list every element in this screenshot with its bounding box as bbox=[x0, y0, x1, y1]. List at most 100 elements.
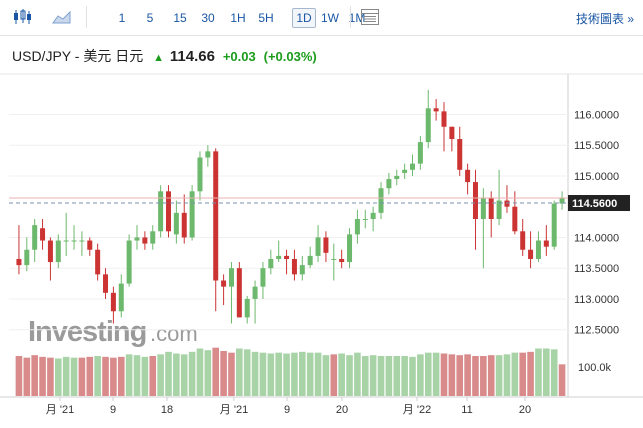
candle-body bbox=[158, 191, 164, 232]
candle-body bbox=[142, 237, 148, 244]
volume-bar bbox=[267, 353, 275, 396]
candle-body bbox=[291, 258, 297, 275]
timeframe-button-30[interactable]: 30 bbox=[201, 11, 215, 25]
volume-bar bbox=[157, 354, 164, 396]
candle-body bbox=[181, 212, 187, 238]
candle-body bbox=[425, 108, 431, 143]
volume-bar bbox=[393, 356, 401, 396]
volume-bar bbox=[165, 351, 172, 396]
candle-body bbox=[244, 298, 250, 318]
time-axis-tick: 9 bbox=[284, 404, 290, 416]
candle-body bbox=[95, 249, 101, 275]
volume-bar bbox=[550, 349, 558, 396]
volume-bar bbox=[62, 356, 70, 396]
volume-bar bbox=[338, 353, 345, 396]
volume-bar bbox=[511, 352, 519, 396]
volume-bar bbox=[102, 356, 109, 396]
candle-body bbox=[103, 274, 109, 293]
volume-bar bbox=[401, 356, 408, 396]
chart-toolbar: 1 5 15 30 1H 5H 1D 1W 1M 技術圖表 » bbox=[0, 0, 643, 36]
candle-body bbox=[32, 225, 38, 250]
candle-body bbox=[150, 231, 156, 244]
time-axis-tick: 月 '21 bbox=[220, 404, 248, 416]
candle-body bbox=[402, 169, 408, 173]
volume-bar bbox=[251, 351, 259, 396]
volume-bar bbox=[440, 353, 448, 396]
candle-body bbox=[315, 237, 321, 256]
volume-bar bbox=[535, 348, 542, 396]
volume-bar bbox=[346, 355, 353, 396]
candle-body bbox=[299, 265, 305, 275]
candle-body bbox=[378, 188, 384, 213]
time-axis-tick: 月 '22 bbox=[403, 404, 431, 416]
candle-body bbox=[441, 111, 447, 127]
candle-body bbox=[252, 286, 258, 299]
candle-body bbox=[480, 197, 486, 219]
price-axis-tick: 112.5000 bbox=[574, 325, 619, 337]
price-axis-tick: 116.0000 bbox=[574, 109, 619, 121]
timeframe-button-15[interactable]: 15 bbox=[173, 11, 187, 25]
volume-bar bbox=[196, 348, 204, 396]
candle-body bbox=[55, 240, 61, 263]
volume-bar bbox=[354, 352, 361, 396]
volume-bar bbox=[110, 357, 117, 396]
time-axis-tick: 9 bbox=[110, 404, 116, 416]
time-axis-tick: 月 '21 bbox=[46, 404, 74, 416]
timeframe-button-5h[interactable]: 5H bbox=[258, 11, 274, 25]
volume-bar bbox=[275, 352, 282, 396]
candle-body bbox=[228, 268, 234, 287]
time-axis-tick: 20 bbox=[336, 404, 348, 416]
volume-bar bbox=[291, 352, 298, 396]
candle-body bbox=[457, 139, 463, 170]
candle-body bbox=[47, 240, 53, 263]
time-axis-tick: 18 bbox=[161, 404, 173, 416]
volume-bar bbox=[31, 355, 38, 396]
volume-bar bbox=[299, 351, 306, 396]
volume-bar bbox=[78, 357, 86, 396]
candle-body bbox=[118, 283, 124, 312]
candle-body bbox=[189, 191, 195, 238]
volume-bar bbox=[236, 348, 243, 396]
volume-bar bbox=[480, 356, 487, 396]
timeframe-button-1w[interactable]: 1W bbox=[321, 11, 339, 25]
candle-body bbox=[394, 175, 400, 180]
volume-bar bbox=[117, 356, 125, 396]
candle-body bbox=[71, 240, 77, 242]
candle-body bbox=[16, 258, 22, 266]
volume-bar bbox=[283, 353, 290, 396]
toolbar-divider bbox=[350, 6, 351, 28]
up-arrow-icon: ▲ bbox=[153, 52, 164, 64]
last-price-label: 114.5600 bbox=[572, 198, 617, 210]
volume-bar bbox=[314, 352, 322, 396]
volume-bar bbox=[417, 354, 424, 396]
candlestick-icon[interactable] bbox=[12, 8, 32, 26]
candle-body bbox=[504, 200, 510, 207]
candle-body bbox=[354, 219, 360, 235]
last-price-badge bbox=[568, 195, 630, 212]
volume-bar bbox=[519, 352, 527, 396]
volume-bar bbox=[70, 357, 78, 396]
volume-bar bbox=[125, 354, 133, 396]
timeframe-button-1h[interactable]: 1H bbox=[230, 11, 246, 25]
candle-body bbox=[197, 157, 203, 192]
volume-bar bbox=[204, 350, 212, 396]
technical-chart-link[interactable]: 技術圖表 » bbox=[576, 10, 634, 27]
volume-bar bbox=[180, 354, 188, 396]
area-chart-icon[interactable] bbox=[52, 8, 72, 26]
volume-bar bbox=[487, 355, 495, 396]
candle-body bbox=[165, 191, 171, 232]
volume-bar bbox=[409, 356, 416, 396]
volume-bar bbox=[133, 355, 141, 396]
candle-body bbox=[512, 206, 518, 232]
volume-bar bbox=[330, 354, 338, 396]
volume-bar bbox=[464, 354, 471, 396]
candle-body bbox=[410, 163, 416, 170]
timeframe-button-1[interactable]: 1 bbox=[118, 11, 126, 25]
volume-bar bbox=[503, 354, 511, 396]
timeframe-button-5[interactable]: 5 bbox=[146, 11, 154, 25]
candle-body bbox=[496, 200, 502, 219]
candle-body bbox=[417, 142, 423, 164]
data-table-icon[interactable] bbox=[360, 8, 380, 26]
timeframe-button-1d[interactable]: 1D bbox=[292, 8, 316, 28]
